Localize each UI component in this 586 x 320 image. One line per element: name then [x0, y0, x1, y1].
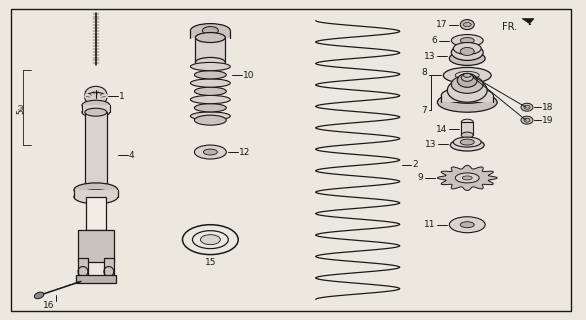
- Ellipse shape: [85, 108, 107, 116]
- Text: 7: 7: [422, 106, 427, 115]
- Text: 9: 9: [418, 173, 424, 182]
- Text: 13: 13: [425, 140, 437, 148]
- Bar: [76, 276, 116, 284]
- Ellipse shape: [190, 24, 230, 37]
- Text: 1: 1: [119, 92, 124, 101]
- Ellipse shape: [462, 176, 472, 180]
- Ellipse shape: [521, 103, 533, 111]
- Text: 13: 13: [424, 52, 435, 61]
- Ellipse shape: [521, 116, 533, 124]
- Ellipse shape: [190, 62, 230, 71]
- Ellipse shape: [464, 73, 471, 77]
- Bar: [195, 37, 225, 62]
- Ellipse shape: [74, 183, 118, 197]
- Text: 10: 10: [243, 71, 255, 80]
- Ellipse shape: [35, 292, 44, 299]
- Ellipse shape: [190, 95, 230, 104]
- Text: 19: 19: [542, 116, 553, 125]
- Ellipse shape: [85, 92, 107, 104]
- Ellipse shape: [460, 47, 474, 55]
- Ellipse shape: [461, 119, 473, 125]
- Ellipse shape: [461, 132, 473, 138]
- Ellipse shape: [195, 115, 226, 125]
- Text: 8: 8: [422, 68, 427, 77]
- Polygon shape: [437, 165, 497, 190]
- Ellipse shape: [441, 87, 493, 103]
- Text: 11: 11: [424, 220, 435, 229]
- Ellipse shape: [461, 73, 473, 81]
- Text: 6: 6: [432, 36, 437, 45]
- Ellipse shape: [451, 35, 483, 46]
- Bar: [104, 258, 114, 277]
- Text: 5ω: 5ω: [16, 103, 26, 114]
- Bar: [74, 190, 118, 197]
- Bar: [78, 258, 88, 277]
- Ellipse shape: [454, 43, 481, 54]
- Bar: [441, 95, 493, 102]
- Text: 12: 12: [239, 148, 251, 156]
- Ellipse shape: [451, 76, 483, 93]
- Ellipse shape: [455, 173, 479, 183]
- Ellipse shape: [524, 105, 530, 109]
- Text: 15: 15: [205, 258, 216, 267]
- Ellipse shape: [460, 20, 474, 29]
- Ellipse shape: [451, 44, 483, 60]
- Ellipse shape: [74, 190, 118, 204]
- Ellipse shape: [450, 139, 484, 151]
- Ellipse shape: [200, 235, 220, 244]
- Ellipse shape: [195, 71, 226, 79]
- Ellipse shape: [447, 78, 487, 102]
- Ellipse shape: [190, 79, 230, 87]
- Text: 16: 16: [43, 301, 54, 310]
- Ellipse shape: [202, 27, 219, 35]
- Bar: [461, 122, 473, 135]
- Bar: [190, 31, 230, 37]
- Text: 14: 14: [436, 124, 447, 134]
- Bar: [90, 112, 102, 165]
- Ellipse shape: [460, 222, 474, 228]
- Ellipse shape: [457, 73, 477, 87]
- Bar: [85, 94, 107, 98]
- Ellipse shape: [524, 118, 530, 122]
- Ellipse shape: [195, 104, 226, 112]
- Ellipse shape: [454, 137, 481, 147]
- Text: FR.: FR.: [502, 22, 517, 32]
- Ellipse shape: [82, 107, 110, 117]
- Ellipse shape: [82, 100, 110, 110]
- Bar: [82, 105, 110, 112]
- Ellipse shape: [444, 68, 491, 83]
- Ellipse shape: [203, 149, 217, 155]
- Bar: [86, 197, 106, 230]
- Ellipse shape: [85, 86, 107, 102]
- Ellipse shape: [437, 92, 497, 112]
- Ellipse shape: [464, 23, 471, 27]
- Polygon shape: [522, 19, 534, 25]
- Text: 2: 2: [413, 160, 418, 170]
- Ellipse shape: [195, 58, 225, 68]
- Ellipse shape: [460, 37, 474, 44]
- Ellipse shape: [195, 87, 226, 95]
- Text: 4: 4: [129, 150, 134, 160]
- Text: 17: 17: [436, 20, 447, 29]
- Bar: [78, 230, 114, 261]
- Text: 18: 18: [542, 103, 553, 112]
- Ellipse shape: [449, 217, 485, 233]
- Ellipse shape: [460, 139, 474, 145]
- Ellipse shape: [85, 186, 107, 194]
- Bar: [85, 112, 107, 190]
- Ellipse shape: [195, 33, 225, 43]
- Ellipse shape: [190, 112, 230, 120]
- Ellipse shape: [195, 145, 226, 159]
- Ellipse shape: [449, 52, 485, 65]
